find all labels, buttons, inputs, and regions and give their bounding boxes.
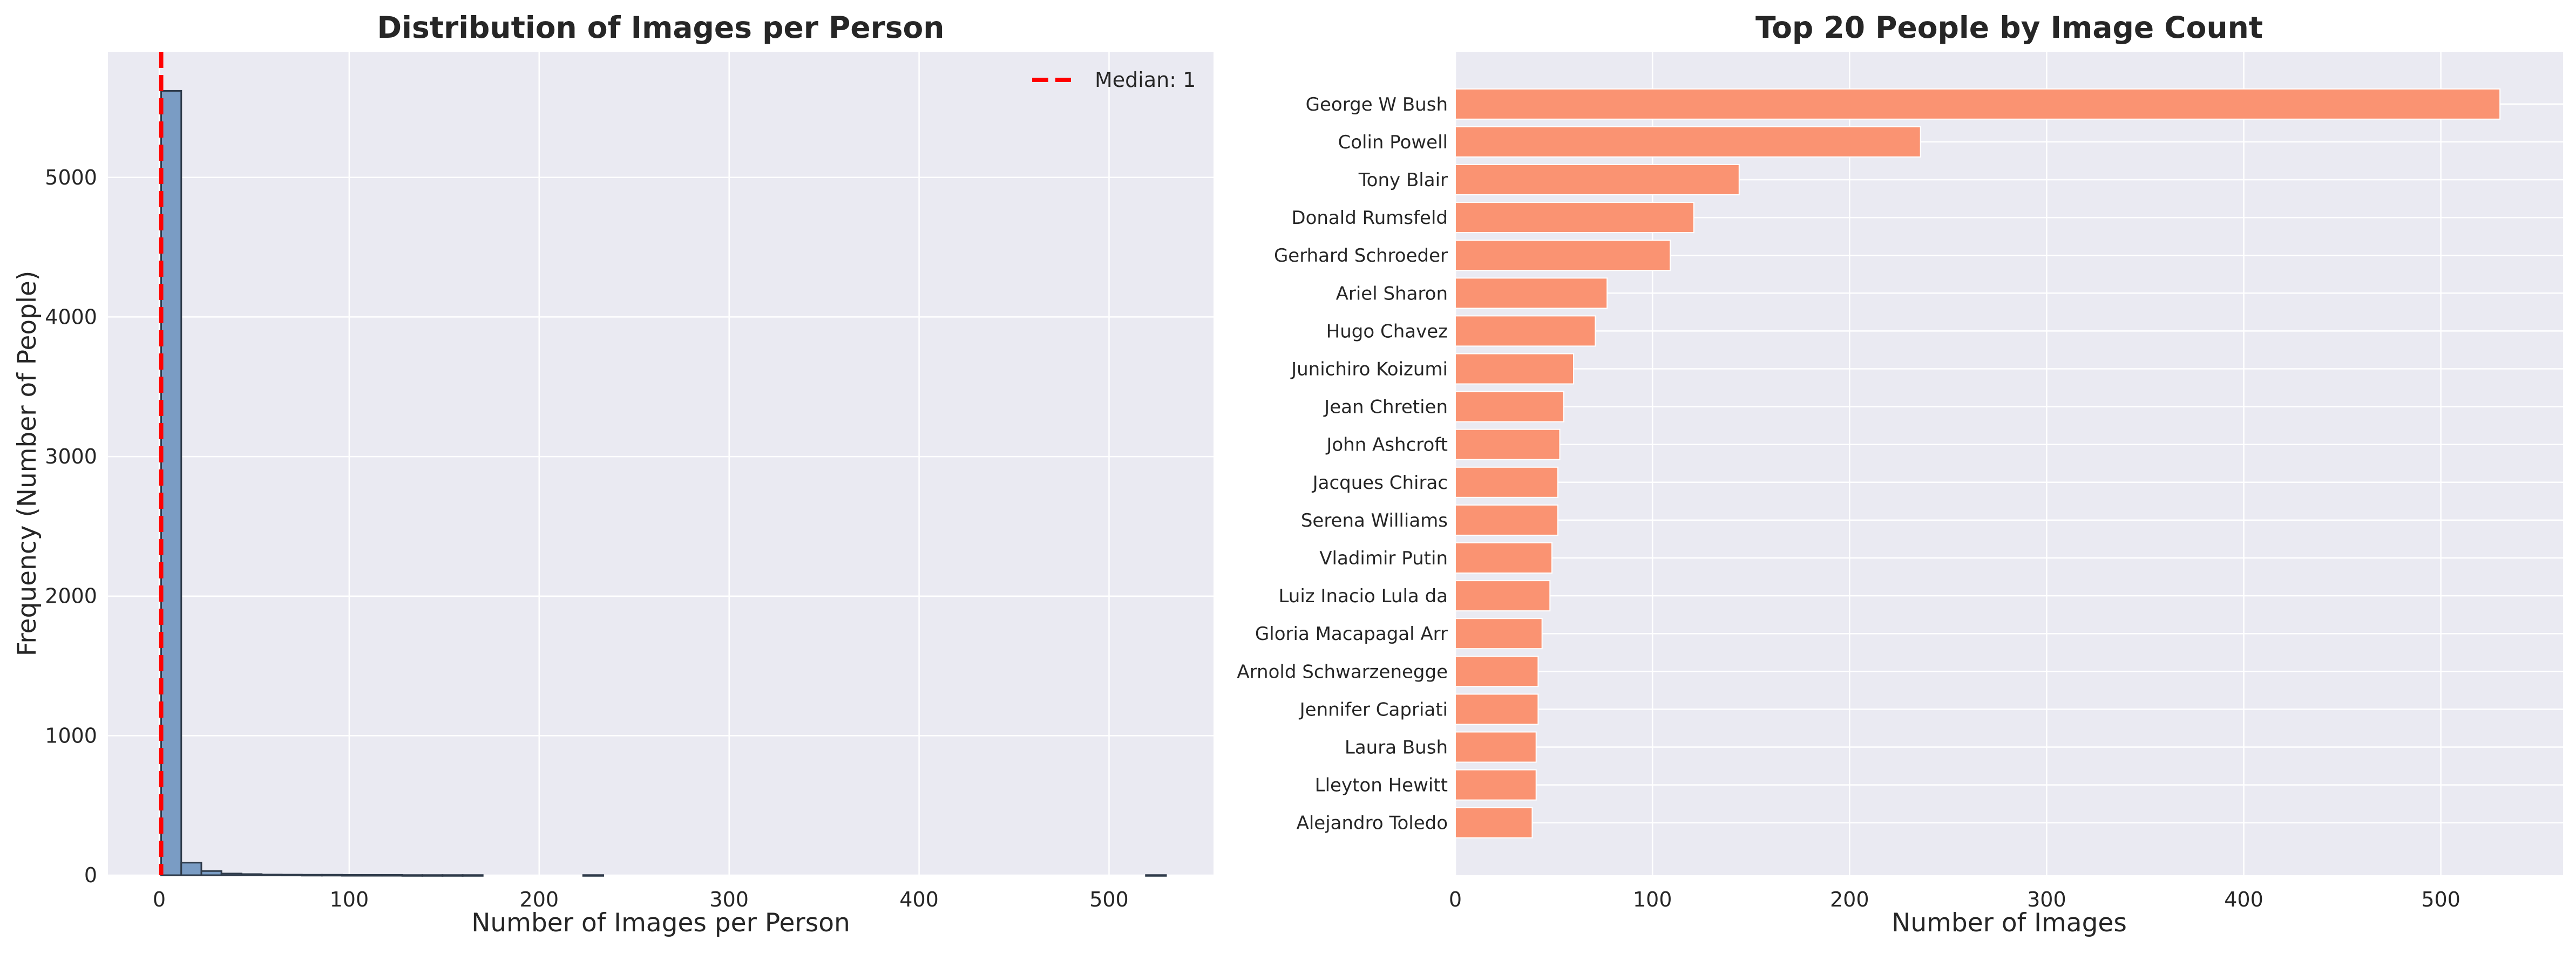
histogram-bar [401,874,424,877]
top20-bar [1455,693,1539,725]
category-label: Gloria Macapagal Arr [1255,623,1448,645]
category-label: Luiz Inacio Lula da [1278,585,1448,607]
x-tick-label: 200 [1830,888,1869,911]
histogram-bar [1145,874,1167,877]
x-tick-label: 300 [2027,888,2066,911]
y-tick-label: 4000 [45,305,97,329]
category-label: Colin Powell [1338,132,1448,153]
histogram-bar [200,870,222,876]
top20-category-labels: George W Bush Colin Powell Tony Blair Donal… [1237,94,1448,834]
top20-bar [1455,315,1596,347]
top20-bar [1455,428,1561,460]
top20-bar [1455,542,1553,574]
x-tick-label: 400 [899,888,939,911]
top20-title: Top 20 People by Image Count [1755,10,2263,45]
category-label: George W Bush [1306,94,1448,115]
top20-bar [1455,202,1694,234]
top20-x-axis-label: Number of Images [1892,908,2127,938]
y-tick-label: 1000 [45,724,97,747]
x-tick-label: 400 [2224,888,2263,911]
histogram-bar [361,874,383,877]
histogram-y-axis-label: Frequency (Number of People) [12,271,42,657]
y-tick-label: 3000 [45,445,97,468]
top20-bar [1455,277,1608,309]
category-label: Jennifer Capriati [1299,699,1448,720]
histogram-bar [240,873,263,876]
y-tick-label: 2000 [45,584,97,608]
x-tick-label: 0 [1449,888,1462,911]
category-label: Hugo Chavez [1326,321,1448,342]
top20-bar [1455,240,1671,271]
top20-x-ticks: 0 100 200 300 400 500 [1449,888,2460,911]
category-label: Serena Williams [1301,510,1448,531]
x-tick-label: 200 [520,888,559,911]
histogram-gridlines [108,52,1214,876]
histogram-bar [321,874,343,877]
histogram-x-axis-label: Number of Images per Person [471,908,850,938]
category-label: Ariel Sharon [1336,283,1448,304]
category-label: Jean Chretien [1323,397,1448,418]
x-tick-label: 0 [153,888,166,911]
histogram-title: Distribution of Images per Person [377,10,945,45]
histogram-bar [381,874,403,877]
histogram-y-ticks: 0 1000 2000 3000 4000 5000 [45,166,97,887]
histogram-chart: 0 100 200 300 400 500 0 1000 2000 3000 4000 5000 D… [12,10,1214,938]
x-tick-label: 100 [1633,888,1672,911]
histogram-x-ticks: 0 100 200 300 400 500 [153,888,1129,911]
category-label: Donald Rumsfeld [1291,207,1448,229]
x-tick-label: 300 [709,888,749,911]
top20-bar [1455,769,1537,801]
category-label: Arnold Schwarzenegge [1237,661,1448,683]
x-tick-label: 100 [330,888,369,911]
category-label: Jacques Chirac [1312,472,1448,494]
histogram-bar [442,874,464,877]
category-label: Laura Bush [1345,737,1448,759]
histogram-bar [582,874,605,877]
category-label: Lleyton Hewitt [1315,775,1448,796]
top20-bar [1455,88,2501,120]
histogram-bar [281,874,303,876]
top20-bar [1455,391,1564,423]
histogram-bar [180,862,202,876]
histogram-plot-area [108,52,1214,875]
histogram-bar [160,90,182,876]
top20-bar [1455,466,1558,498]
top20-bar [1455,353,1575,385]
y-tick-label: 5000 [45,166,97,189]
histogram-bar [261,874,283,876]
category-label: Alejandro Toledo [1297,813,1448,834]
top20-bar [1455,618,1543,650]
top20-bar [1455,807,1533,839]
x-tick-label: 500 [2421,888,2460,911]
category-label: Vladimir Putin [1319,548,1448,569]
top20-bar [1455,504,1558,536]
histogram-bar [462,874,484,877]
category-label: Gerhard Schroeder [1274,245,1448,267]
top20-bar [1455,731,1537,763]
top20-bar [1455,164,1740,195]
top20-bar-chart: 0 100 200 300 400 500 George W Bush Colin Powe… [1237,10,2563,938]
histogram-bar [341,874,363,877]
histogram-bar [301,874,323,877]
x-tick-label: 500 [1089,888,1129,911]
category-label: John Ashcroft [1325,434,1448,456]
top20-bars [1455,88,2501,839]
histogram-legend: Median: 1 [1032,68,1196,92]
top20-bar [1455,126,1921,158]
legend-median-label: Median: 1 [1095,68,1196,92]
category-label: Junichiro Koizumi [1290,359,1448,380]
histogram-bar [220,873,242,876]
category-label: Tony Blair [1358,169,1448,191]
histogram-bar [422,874,444,877]
y-tick-label: 0 [84,863,97,887]
top20-bar [1455,656,1539,687]
top20-bar [1455,580,1551,612]
